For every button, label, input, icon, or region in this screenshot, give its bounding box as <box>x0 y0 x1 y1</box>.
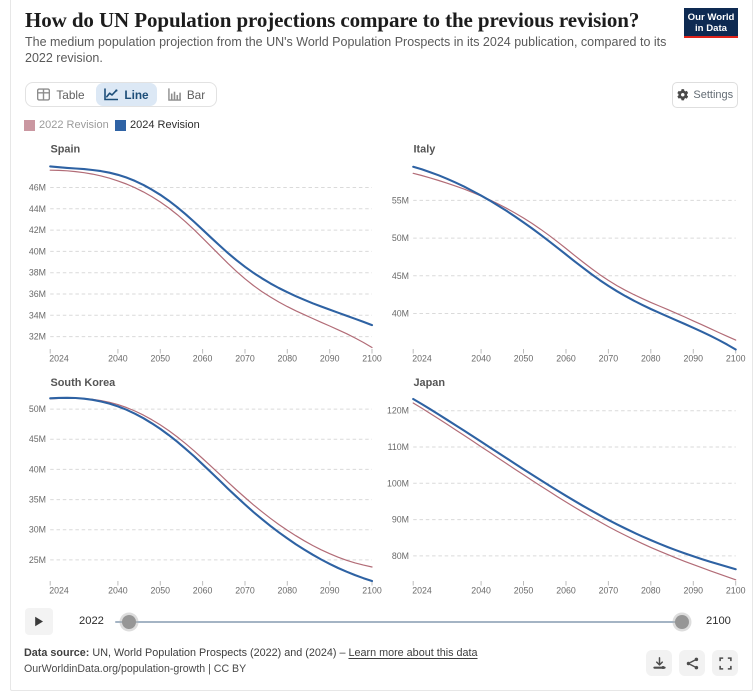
svg-text:38M: 38M <box>29 268 46 278</box>
svg-text:36M: 36M <box>29 289 46 299</box>
svg-text:2080: 2080 <box>641 586 661 596</box>
svg-text:2024: 2024 <box>412 354 432 364</box>
svg-text:32M: 32M <box>29 332 46 342</box>
svg-text:42M: 42M <box>29 225 46 235</box>
svg-text:2050: 2050 <box>151 586 171 596</box>
svg-text:40M: 40M <box>392 309 409 319</box>
svg-text:2070: 2070 <box>235 586 255 596</box>
svg-text:2090: 2090 <box>320 354 340 364</box>
svg-text:34M: 34M <box>29 310 46 320</box>
svg-text:45M: 45M <box>392 271 409 281</box>
svg-text:2040: 2040 <box>108 586 128 596</box>
svg-text:110M: 110M <box>388 442 409 452</box>
svg-text:2080: 2080 <box>278 354 298 364</box>
svg-text:2024: 2024 <box>49 586 69 596</box>
svg-text:2080: 2080 <box>278 586 298 596</box>
svg-text:2040: 2040 <box>108 354 128 364</box>
svg-text:40M: 40M <box>29 464 46 474</box>
svg-text:2100: 2100 <box>362 354 382 364</box>
svg-text:2050: 2050 <box>151 354 171 364</box>
svg-text:2090: 2090 <box>684 354 704 364</box>
svg-text:South Korea: South Korea <box>51 377 117 389</box>
svg-text:2050: 2050 <box>514 586 534 596</box>
svg-text:Italy: Italy <box>414 143 436 155</box>
svg-text:50M: 50M <box>392 233 409 243</box>
svg-text:55M: 55M <box>392 195 409 205</box>
svg-text:2100: 2100 <box>726 354 746 364</box>
svg-text:80M: 80M <box>392 551 409 561</box>
svg-text:2024: 2024 <box>49 354 69 364</box>
svg-text:2040: 2040 <box>471 354 491 364</box>
svg-text:Japan: Japan <box>414 377 445 389</box>
svg-text:44M: 44M <box>29 204 46 214</box>
svg-text:100M: 100M <box>387 478 409 488</box>
svg-text:46M: 46M <box>29 183 46 193</box>
svg-text:30M: 30M <box>29 525 46 535</box>
svg-text:2060: 2060 <box>556 354 576 364</box>
svg-text:2090: 2090 <box>684 586 704 596</box>
svg-text:25M: 25M <box>29 555 46 565</box>
svg-text:35M: 35M <box>29 495 46 505</box>
svg-text:2060: 2060 <box>193 354 213 364</box>
svg-text:2060: 2060 <box>193 586 213 596</box>
svg-text:50M: 50M <box>29 404 46 414</box>
svg-text:2080: 2080 <box>641 354 661 364</box>
svg-text:2100: 2100 <box>726 586 746 596</box>
svg-text:Spain: Spain <box>51 143 81 155</box>
svg-text:2070: 2070 <box>599 354 619 364</box>
svg-text:2024: 2024 <box>412 586 432 596</box>
svg-text:2090: 2090 <box>320 586 340 596</box>
svg-text:2100: 2100 <box>362 586 382 596</box>
svg-text:2060: 2060 <box>556 586 576 596</box>
svg-text:2070: 2070 <box>235 354 255 364</box>
svg-text:40M: 40M <box>29 246 46 256</box>
svg-text:2070: 2070 <box>599 586 619 596</box>
svg-text:45M: 45M <box>29 434 46 444</box>
svg-text:2040: 2040 <box>471 586 491 596</box>
svg-text:90M: 90M <box>392 515 409 525</box>
svg-text:2050: 2050 <box>514 354 534 364</box>
svg-text:120M: 120M <box>387 406 409 416</box>
